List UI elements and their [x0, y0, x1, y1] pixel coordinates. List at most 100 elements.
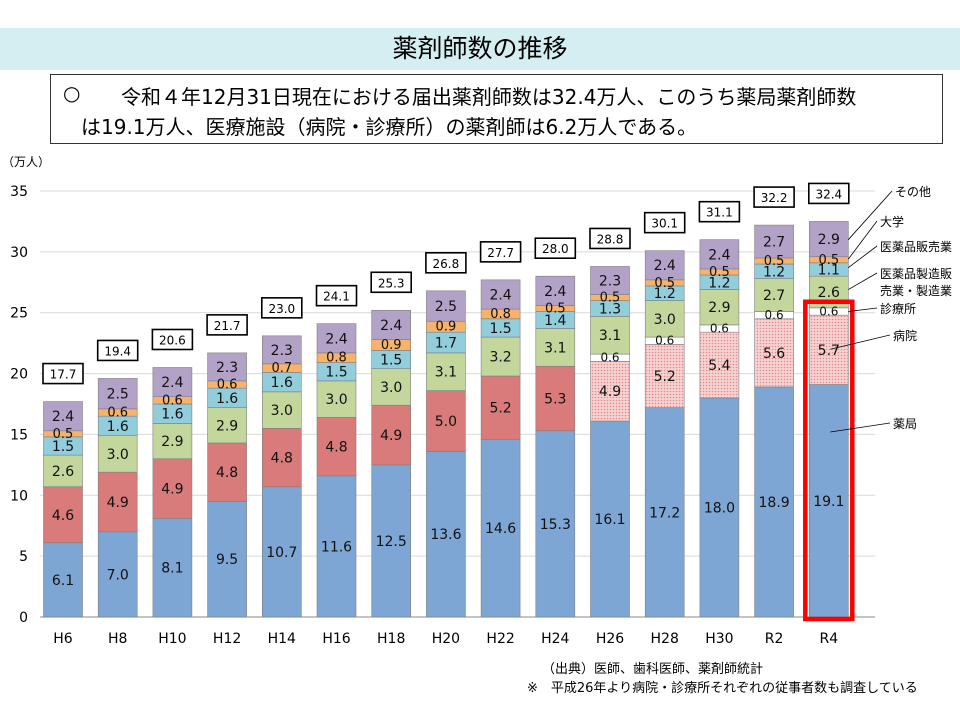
bar-segment — [480, 438, 521, 618]
total-label: 32.2 — [761, 191, 788, 205]
data-label: 17.2 — [649, 505, 680, 521]
summary-box: ○ 令和４年12月31日現在における届出薬剤師数は32.4万人、このうち薬局薬剤… — [50, 74, 943, 144]
x-tick-label: H18 — [377, 631, 405, 647]
bar-segment — [371, 464, 412, 618]
total-label: 19.4 — [104, 344, 131, 358]
bar-segment — [644, 250, 685, 281]
data-label: 2.9 — [708, 300, 730, 316]
x-tick-label: H20 — [432, 631, 460, 647]
data-label: 5.2 — [654, 369, 676, 385]
data-label: 4.9 — [107, 495, 129, 511]
total-label: 28.8 — [597, 232, 624, 246]
bar-segment — [371, 368, 412, 406]
bar-segment — [754, 224, 794, 259]
data-label: 2.9 — [161, 434, 183, 450]
data-label: 2.3 — [271, 343, 293, 359]
bar-segment — [261, 391, 302, 429]
data-label: 0.8 — [326, 351, 347, 366]
data-label: 0.5 — [764, 254, 785, 269]
data-label: 4.6 — [52, 508, 74, 524]
legend-label: 売業・製造業 — [880, 283, 952, 298]
total-label: 31.1 — [706, 206, 733, 220]
data-label: 3.0 — [380, 380, 402, 396]
bars — [43, 221, 849, 618]
data-label: 18.9 — [759, 495, 790, 511]
data-label: 0.6 — [819, 304, 838, 318]
bar-segment — [699, 397, 740, 618]
bar-segment — [590, 266, 630, 295]
bar-segment — [590, 316, 630, 355]
x-tick-label: H22 — [486, 631, 514, 647]
total-label: 20.6 — [159, 333, 186, 347]
data-label: 4.9 — [599, 384, 621, 400]
data-label: 5.7 — [818, 343, 840, 359]
total-box — [753, 186, 795, 208]
bar-segment — [535, 365, 576, 432]
total-box — [807, 182, 850, 205]
data-label: 1.2 — [654, 286, 676, 302]
data-label: 0.5 — [709, 265, 730, 280]
bar-segment — [535, 275, 576, 306]
total-box — [370, 271, 413, 294]
total-label: 23.0 — [268, 302, 295, 316]
data-label: 0.5 — [53, 427, 74, 442]
total-label: 21.7 — [214, 319, 241, 333]
bar-segment — [699, 289, 740, 326]
y-tick-label: 15 — [10, 427, 28, 443]
bar-segment — [754, 386, 794, 618]
x-tick-label: H28 — [651, 631, 679, 647]
bar-segment — [152, 518, 193, 618]
bar-segment — [43, 542, 83, 618]
x-tick-label: H12 — [213, 631, 241, 647]
total-label: 30.1 — [651, 217, 678, 231]
data-label: 2.4 — [325, 331, 347, 347]
bar-segment — [644, 344, 685, 408]
bar-segment — [97, 531, 138, 618]
data-label: 1.6 — [107, 419, 129, 435]
data-label: 3.0 — [325, 392, 347, 408]
data-label: 2.4 — [544, 284, 566, 300]
data-label: 9.5 — [216, 552, 238, 568]
legend-label: 病院 — [893, 328, 917, 343]
legend-leader — [848, 245, 878, 268]
bar-segment — [590, 361, 630, 422]
data-label: 1.6 — [216, 391, 238, 407]
data-label: 0.6 — [162, 393, 183, 408]
bar-segment — [207, 442, 247, 502]
data-label: 1.2 — [708, 275, 730, 291]
legend-label: 医薬品販売業 — [880, 239, 952, 254]
data-label: 0.6 — [107, 406, 128, 421]
data-label: 2.3 — [216, 360, 238, 376]
bar-segment — [535, 328, 576, 367]
data-label: 4.8 — [216, 465, 238, 481]
data-label: 6.1 — [52, 573, 74, 589]
bar-segment — [371, 309, 412, 340]
total-box — [534, 237, 577, 259]
data-label: 1.6 — [161, 407, 183, 423]
data-label: 2.3 — [599, 273, 621, 289]
total-box — [206, 314, 248, 336]
bar-segment — [261, 486, 302, 618]
y-axis-unit: （万人） — [2, 155, 50, 169]
bar-segment — [207, 501, 247, 618]
x-tick-label: H8 — [108, 631, 127, 647]
bar-segment — [644, 407, 685, 618]
bar-segment — [480, 279, 521, 310]
total-label: 26.8 — [433, 257, 460, 271]
bar-segment — [426, 352, 466, 391]
total-box — [96, 339, 139, 362]
legend-label: 大学 — [880, 214, 904, 229]
legend-leader — [848, 307, 878, 312]
data-label: 0.8 — [490, 307, 511, 322]
data-label: 10.7 — [266, 545, 297, 561]
legend-leader — [830, 334, 891, 350]
bar-segment — [754, 318, 794, 388]
total-box — [589, 227, 631, 250]
bar-segment — [480, 336, 521, 377]
data-label: 3.1 — [544, 340, 566, 356]
data-label: 3.0 — [271, 403, 293, 419]
survey-note: ※ 平成26年より病院・診療所それぞれの従事者数も調査している — [527, 681, 918, 696]
title-band: 薬剤師数の推移 — [0, 28, 960, 70]
bar-segment — [316, 323, 357, 354]
